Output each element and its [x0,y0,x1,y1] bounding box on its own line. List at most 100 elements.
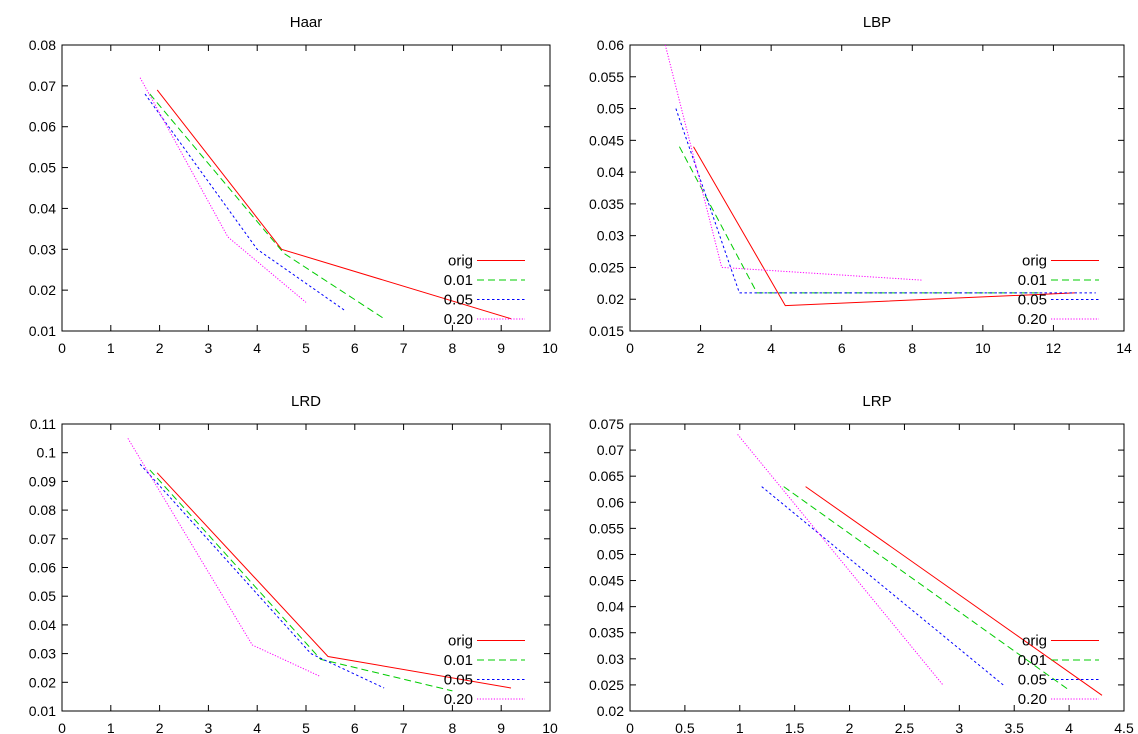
x-tick-label: 10 [542,720,558,734]
legend-label: orig [448,633,473,650]
legend-label: 0.01 [444,272,473,289]
x-tick-label: 7 [400,720,408,734]
legend-label: 0.20 [1018,691,1047,708]
series-line-0.20 [127,438,321,678]
chart-title: LBP [863,14,891,31]
y-tick-label: 0.04 [29,617,56,633]
legend: orig 0.01 0.05 0.20 [444,633,525,708]
y-tick-label: 0.045 [589,573,624,589]
x-tick-label: 6 [838,340,846,356]
x-tick-label: 9 [497,340,505,356]
x-tick-label: 2 [156,720,164,734]
series-line-0.20 [664,44,923,281]
series-line-0.01 [783,486,1070,691]
x-tick-label: 4.5 [1114,720,1134,734]
x-tick-label: 2 [697,340,705,356]
plot-frame [629,423,1125,712]
y-tick-label: 0.035 [589,196,624,212]
x-tick-label: 10 [975,340,991,356]
y-tick-label: 0.07 [597,442,624,458]
series-line-0.05 [139,463,385,689]
y-tick-label: 0.035 [589,625,624,641]
y-tick-label: 0.11 [30,416,56,432]
y-tick-label: 0.09 [29,473,56,489]
series-line-orig [693,146,1075,307]
legend-label: orig [1022,253,1047,270]
y-tick-label: 0.02 [597,703,624,719]
chart-panel-lbp: LBP 0 2 4 6 8 10 12 14 0.015 0.02 0.025 0.03 0.035 0.0… [589,14,1132,356]
y-tick-label: 0.01 [29,703,56,719]
legend-label: orig [448,253,473,270]
series-line-0.01 [149,469,453,692]
y-tick-label: 0.08 [29,37,56,53]
y-tick-label: 0.07 [29,531,56,547]
legend: orig 0.01 0.05 0.20 [1018,633,1099,708]
plot-frame [61,44,551,332]
y-tick-label: 0.05 [29,588,56,604]
y-tick-label: 0.045 [589,132,624,148]
y-tick-label: 0.08 [29,502,56,518]
series-line-orig [156,472,512,689]
x-tick-label: 0 [58,720,66,734]
series-line-0.01 [678,146,1043,294]
legend-label: 0.05 [1018,672,1047,689]
y-tick-label: 0.02 [29,282,56,298]
x-tick-label: 0.5 [675,720,695,734]
y-tick-label: 0.06 [597,494,624,510]
chart-panel-lrp: LRP 0 0.5 1 1.5 2 2.5 3 3.5 4 4.5 0.02 0.025 0.03 0.03… [589,393,1134,734]
y-tick-label: 0.06 [29,560,56,576]
y-tick-label: 0.06 [597,37,624,53]
x-tick-label: 5 [302,340,310,356]
y-tick-label: 0.065 [589,468,624,484]
y-tick-label: 0.055 [589,520,624,536]
y-tick-label: 0.07 [29,78,56,94]
x-tick-label: 2.5 [895,720,915,734]
series-line-0.20 [737,434,944,686]
x-tick-label: 5 [302,720,310,734]
y-tick-label: 0.03 [29,241,56,257]
y-tick-label: 0.06 [29,119,56,135]
x-tick-label: 1 [107,340,115,356]
y-tick-label: 0.03 [29,646,56,662]
plot-frame [629,44,1125,332]
x-tick-label: 4 [767,340,775,356]
chart-panel-lrd: LRD 0 1 2 3 4 5 6 7 8 9 10 0.01 0.02 0.03 0.04 0.05 0.06 0… [29,393,558,734]
x-tick-label: 4 [1065,720,1073,734]
x-tick-label: 0 [626,340,634,356]
series-line-0.20 [139,77,307,303]
x-tick-label: 3 [205,720,213,734]
x-tick-label: 4 [253,340,261,356]
legend-label: 0.05 [1018,292,1047,309]
legend-label: 0.05 [444,672,473,689]
x-tick-label: 1 [736,720,744,734]
x-tick-label: 8 [449,340,457,356]
x-tick-label: 14 [1116,340,1132,356]
legend-label: 0.01 [444,652,473,669]
legend-label: 0.20 [444,691,473,708]
plot-frame [61,423,551,712]
y-tick-label: 0.04 [597,164,624,180]
x-tick-label: 6 [351,720,359,734]
x-tick-label: 1 [107,720,115,734]
legend-label: 0.05 [444,292,473,309]
x-tick-label: 4 [253,720,261,734]
x-tick-label: 2 [846,720,854,734]
y-tick-label: 0.05 [597,546,624,562]
y-tick-label: 0.03 [597,651,624,667]
x-tick-label: 0 [626,720,634,734]
chart-panel-haar: Haar 0 1 2 3 4 5 6 7 8 9 10 0.01 0.02 0.03 0.04 0.05 0.06… [29,14,558,356]
legend: orig 0.01 0.05 0.20 [1018,253,1099,328]
x-tick-label: 8 [908,340,916,356]
x-tick-label: 6 [351,340,359,356]
y-tick-label: 0.01 [29,323,56,339]
series-line-0.01 [149,93,385,320]
chart-title: LRP [862,393,891,410]
chart-title: Haar [290,14,323,31]
y-tick-label: 0.015 [589,323,624,339]
y-tick-label: 0.04 [29,200,56,216]
y-tick-label: 0.04 [597,599,624,615]
legend-label: 0.20 [444,311,473,328]
series-line-orig [805,486,1103,696]
x-tick-label: 3 [205,340,213,356]
x-tick-label: 7 [400,340,408,356]
